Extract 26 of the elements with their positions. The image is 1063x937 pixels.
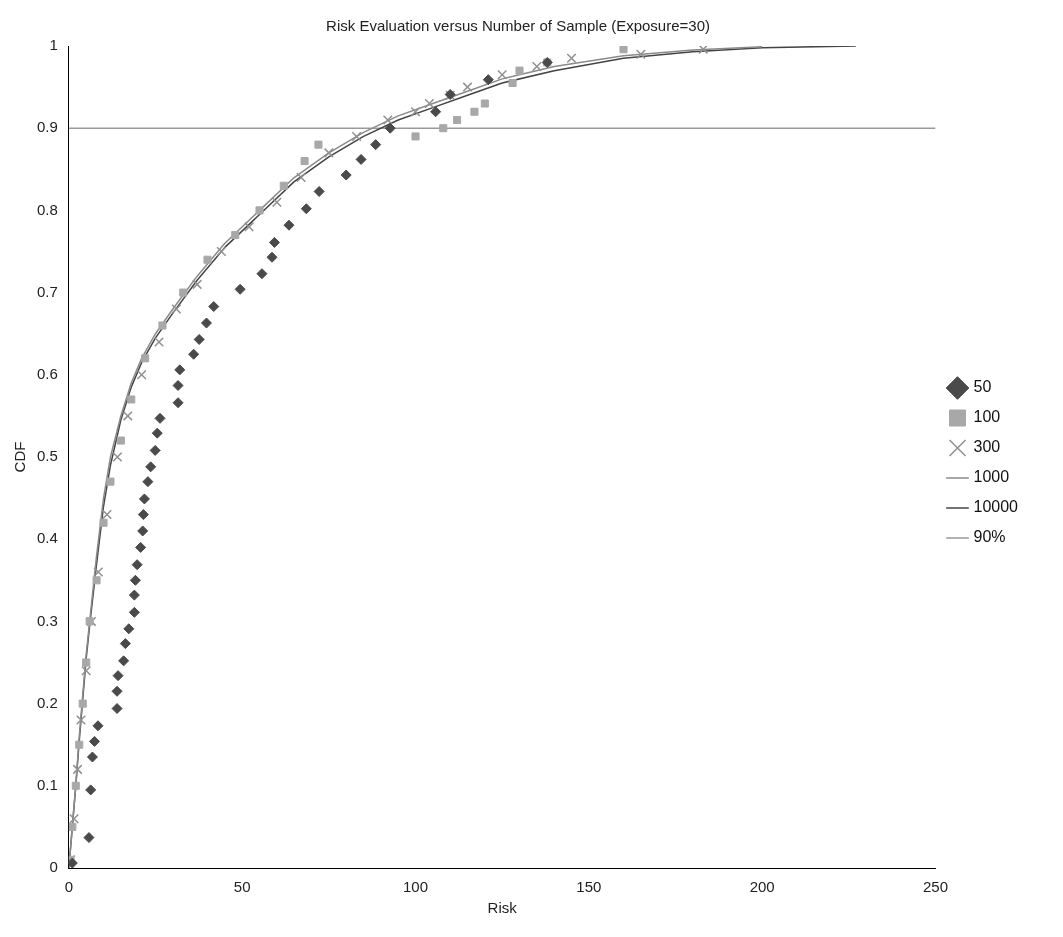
y-tick-label: 0.1: [36, 775, 58, 793]
y-axis-title: CDF: [11, 441, 29, 473]
y-tick-label: 0.8: [36, 200, 58, 218]
legend-label: 10000: [973, 498, 1019, 516]
legend-label: 1000: [973, 468, 1010, 486]
legend-label: 50: [973, 378, 992, 396]
chart-title: Risk Evaluation versus Number of Sample (Exposure=30): [326, 17, 710, 35]
legend-label: 100: [973, 408, 1001, 426]
x-tick-label: 100: [403, 878, 429, 896]
y-tick-label: 0.3: [36, 611, 58, 629]
y-tick-label: 0.6: [36, 364, 58, 382]
x-tick-label: 200: [749, 878, 775, 896]
y-tick-label: 0.2: [36, 693, 58, 711]
x-tick-label: 150: [576, 878, 602, 896]
y-tick-label: 0.9: [36, 118, 58, 136]
legend-label: 300: [973, 438, 1001, 456]
x-axis-title: Risk: [487, 899, 518, 917]
y-tick-label: 1: [49, 36, 58, 54]
legend-label: 90%: [973, 528, 1006, 546]
y-tick-label: 0: [49, 858, 58, 876]
x-tick-label: 0: [64, 878, 74, 896]
y-tick-label: 0.7: [36, 282, 58, 300]
y-tick-label: 0.4: [36, 529, 58, 547]
x-tick-label: 50: [233, 878, 251, 896]
y-tick-label: 0.5: [36, 447, 58, 465]
x-tick-label: 250: [922, 878, 949, 896]
